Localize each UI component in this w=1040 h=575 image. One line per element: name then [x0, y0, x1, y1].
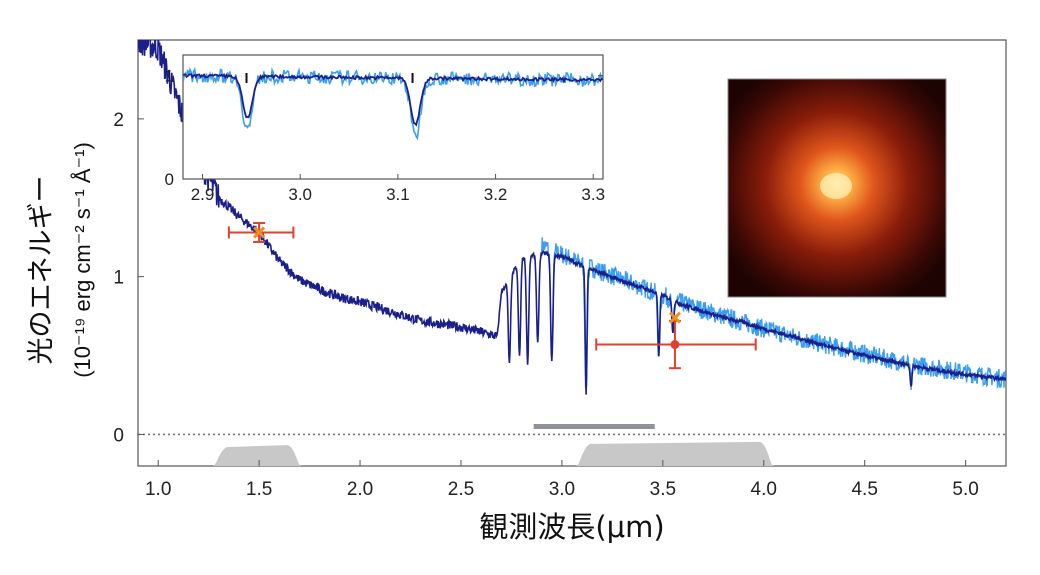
x-tick-label-2: 2.0 [347, 479, 373, 500]
x-tick-label-0: 1.0 [145, 479, 171, 500]
photometry-point-0 [227, 222, 295, 243]
y-tick-label-0: 0 [113, 425, 124, 446]
inset-x-tick-label-2: 3.1 [386, 185, 410, 204]
y-axis-label-line2: (10⁻¹⁹ erg cm⁻² s⁻¹ Å⁻¹) [70, 142, 95, 378]
filter-curve-1 [576, 441, 774, 466]
photometry-marker-x-0 [253, 226, 266, 239]
y-tick-label-1: 1 [113, 268, 124, 289]
inset-x-tick-label-4: 3.3 [581, 185, 605, 204]
inset-plot-layer [183, 66, 603, 141]
inset-series-light-blue [183, 66, 603, 141]
photometry-marker-o-1 [670, 340, 680, 350]
galaxy-core [820, 173, 852, 199]
x-tick-label-7: 4.5 [851, 479, 877, 500]
x-tick-label-8: 5.0 [952, 479, 978, 500]
axes-layer: 1.0 1.5 2.0 2.5 3.0 3.5 4.0 4.5 5.0 0 1 2 [113, 110, 978, 500]
photometry-marker-x-2 [668, 311, 682, 324]
x-tick-label-6: 4.0 [751, 479, 777, 500]
inset-x-tick-label-0: 2.9 [191, 185, 215, 204]
y-axis-label-line1: 光のエネルギー [26, 176, 57, 365]
inset-x-tick-label-3: 3.2 [484, 185, 508, 204]
inset-y-tick-label-1: 1 [165, 67, 174, 86]
x-tick-label-4: 3.0 [549, 479, 575, 500]
series-dark-navy [138, 40, 1006, 395]
inset-y-tick-label-0: 0 [165, 170, 174, 189]
photometry-point-2 [668, 311, 682, 324]
inset-axes-layer: 2.9 3.0 3.1 3.2 3.3 0 1 [165, 67, 606, 204]
filter-curve-0 [212, 445, 302, 466]
x-tick-label-1: 1.5 [246, 479, 272, 500]
inset-series-dark-navy [183, 72, 603, 127]
x-tick-label-3: 2.5 [448, 479, 474, 500]
x-axis-label: 観測波長(μm) [479, 510, 664, 544]
x-tick-label-5: 3.5 [650, 479, 676, 500]
y-tick-label-2: 2 [113, 110, 124, 131]
main-plot-layer [138, 40, 1006, 466]
inset-x-tick-label-1: 3.0 [288, 185, 312, 204]
